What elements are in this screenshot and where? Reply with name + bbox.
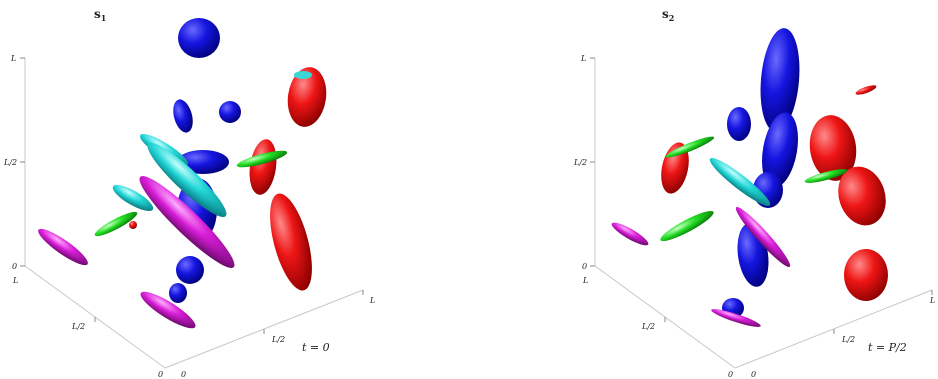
cyan-blob — [147, 142, 227, 218]
panel-s2: s2 L L/2 0 L L/2 0 0 L/2 L t = P/2 — [573, 7, 935, 379]
x-tick-label: L — [369, 296, 375, 305]
blue-blob — [219, 101, 241, 123]
magenta-blob — [140, 291, 196, 329]
time-label: t = P/2 — [868, 341, 907, 354]
green-blob — [94, 211, 138, 237]
magenta-blob — [735, 207, 791, 267]
y-tick-label: 0 — [158, 370, 163, 379]
y-tick-label: L — [582, 276, 588, 285]
blue-blob — [169, 283, 187, 303]
x-tick-label: 0 — [751, 370, 756, 379]
isosurface-blobs — [611, 28, 888, 327]
axes-box — [20, 57, 364, 369]
blue-blob — [727, 107, 751, 141]
cyan-blob — [709, 157, 771, 207]
red-blob — [287, 67, 327, 127]
time-label: t = 0 — [302, 341, 330, 354]
x-tick-label: L/2 — [841, 335, 855, 344]
y-tick-label: L/2 — [71, 322, 85, 331]
green-blob — [236, 150, 288, 168]
red-blob — [855, 85, 877, 95]
z-tick-label: 0 — [582, 262, 587, 271]
z-tick-label: L — [580, 54, 586, 63]
z-tick-label: L/2 — [573, 158, 587, 167]
z-tick-label: 0 — [12, 262, 17, 271]
y-tick-label: 0 — [728, 370, 733, 379]
magenta-blob — [139, 176, 235, 268]
green-blob — [804, 169, 848, 183]
isosurface-blobs — [38, 18, 327, 329]
z-tick-label: L — [10, 54, 16, 63]
y-tick-label: L — [12, 276, 18, 285]
cyan-blob — [112, 185, 154, 211]
red-blob — [838, 166, 886, 226]
red-blob — [809, 115, 857, 181]
axes-box — [590, 57, 933, 369]
x-tick-label: 0 — [181, 370, 186, 379]
panel-title: s2 — [662, 7, 674, 23]
x-tick-label: L/2 — [271, 335, 285, 344]
blue-blob — [762, 112, 798, 188]
red-blob — [249, 139, 277, 195]
red-blob — [270, 193, 312, 291]
z-tick-label: L/2 — [3, 158, 17, 167]
red-blob — [844, 249, 888, 301]
magenta-blob — [38, 228, 88, 266]
green-blob — [665, 136, 715, 158]
red-blob — [129, 221, 137, 229]
red-blob — [294, 71, 312, 79]
green-blob — [660, 210, 714, 242]
magenta-blob — [711, 309, 761, 327]
panel-s1: s1 L L/2 0 L L/2 0 0 L/2 L t = 0 — [3, 7, 375, 379]
blue-blob — [178, 18, 220, 58]
blue-blob — [173, 99, 193, 133]
magenta-blob — [611, 222, 649, 246]
panel-title: s1 — [94, 7, 106, 23]
x-tick-label: L — [929, 296, 935, 305]
blue-blob — [176, 256, 204, 284]
y-tick-label: L/2 — [641, 322, 655, 331]
blue-blob — [760, 28, 800, 132]
